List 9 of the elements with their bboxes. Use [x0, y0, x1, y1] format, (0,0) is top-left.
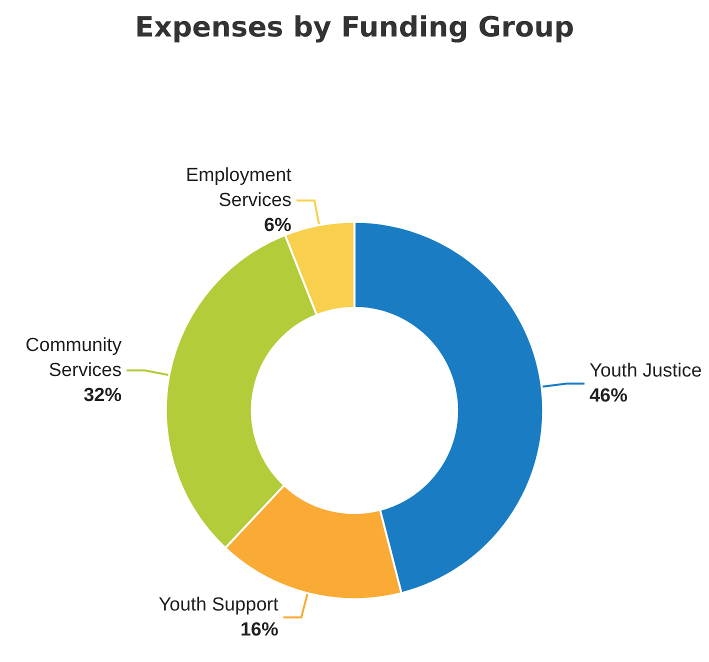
chart-title: Expenses by Funding Group: [134, 10, 574, 44]
slice-label: Youth Support: [158, 594, 280, 616]
slice-label: Employment Services: [186, 165, 292, 212]
data-label: 6%: [264, 215, 292, 236]
slice-label: Youth Justice: [589, 360, 702, 382]
data-label: 16%: [240, 619, 278, 640]
data-label: 32%: [84, 384, 122, 406]
slice-label: Community Services: [26, 334, 122, 381]
data-label: 46%: [589, 386, 628, 407]
